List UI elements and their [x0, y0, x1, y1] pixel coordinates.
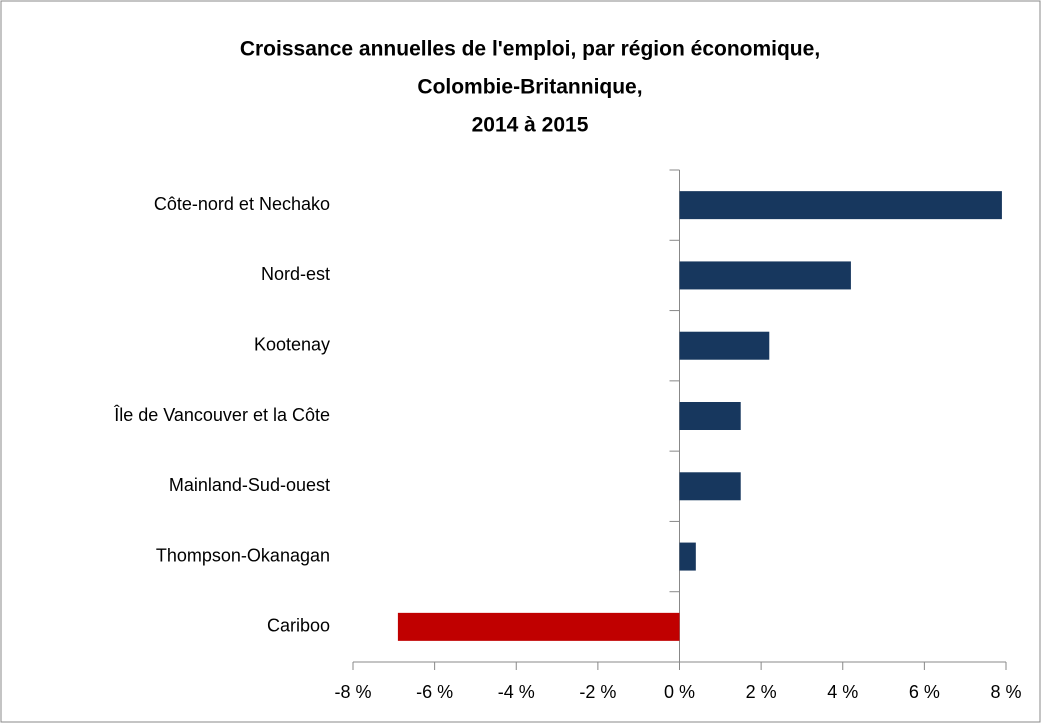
x-tick-label: -4 %	[498, 682, 535, 702]
chart-title: Colombie-Britannique,	[417, 76, 642, 99]
x-tick-label: 2 %	[746, 682, 777, 702]
bar	[679, 191, 1002, 220]
y-tick-label: Côte-nord et Nechako	[154, 194, 330, 214]
x-tick-label: -8 %	[334, 682, 371, 702]
y-tick-label: Île de Vancouver et la Côte	[113, 405, 330, 425]
bar	[679, 472, 741, 501]
y-tick-label: Nord-est	[261, 264, 330, 284]
x-tick-label: -2 %	[579, 682, 616, 702]
y-tick-label: Kootenay	[254, 334, 330, 354]
y-tick-label: Mainland-Sud-ouest	[169, 475, 330, 495]
x-tick-label: 4 %	[827, 682, 858, 702]
y-tick-label: Thompson-Okanagan	[156, 545, 330, 565]
y-tick-label: Cariboo	[267, 616, 330, 636]
chart-title: 2014 à 2015	[472, 114, 589, 137]
x-tick-label: 8 %	[990, 682, 1021, 702]
bar	[679, 542, 696, 571]
x-tick-label: 0 %	[664, 682, 695, 702]
bar	[397, 612, 680, 641]
bar	[679, 331, 770, 360]
x-tick-label: 6 %	[909, 682, 940, 702]
bar	[679, 261, 851, 290]
x-tick-label: -6 %	[416, 682, 453, 702]
bar	[679, 402, 741, 430]
chart-title: Croissance annuelles de l'emploi, par ré…	[240, 38, 820, 61]
